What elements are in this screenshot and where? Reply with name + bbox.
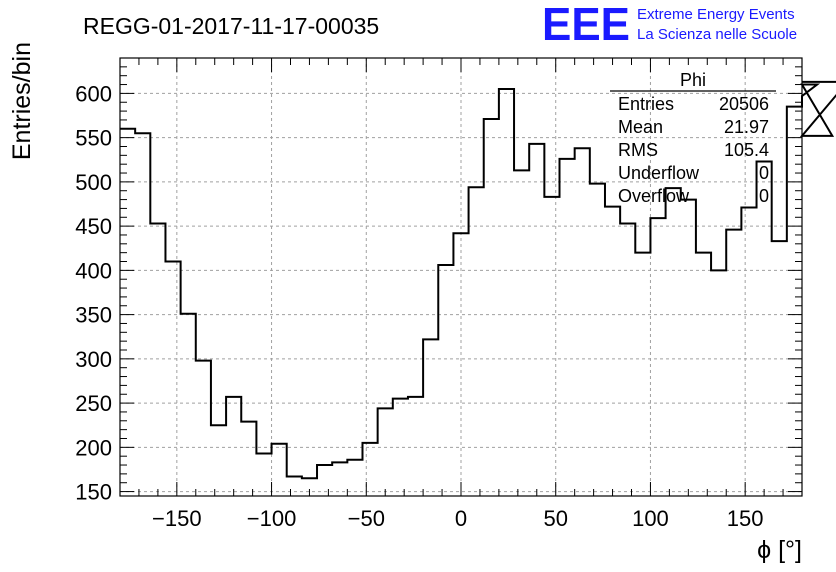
stats-row-label: Underflow [618, 163, 700, 183]
y-tick-label: 150 [75, 480, 112, 505]
y-tick-label: 550 [75, 126, 112, 151]
x-tick-label: −100 [247, 506, 297, 531]
chart-title: REGG-01-2017-11-17-00035 [83, 13, 379, 39]
y-tick-label: 450 [75, 214, 112, 239]
stats-row-value: 21.97 [724, 117, 769, 137]
y-tick-label: 250 [75, 391, 112, 416]
y-tick-label: 300 [75, 347, 112, 372]
x-tick-label: 100 [632, 506, 669, 531]
stats-row-label: Entries [618, 94, 674, 114]
stats-box-name: Phi [680, 70, 706, 90]
axis-ticks [119, 57, 803, 496]
eee-logo-line1: Extreme Energy Events [637, 6, 795, 23]
eee-logo-line2: La Scienza nelle Scuole [637, 26, 797, 43]
stats-row-value: 0 [759, 186, 769, 206]
eee-logo-mark: EEE [542, 0, 630, 50]
stats-row-label: Overflow [618, 186, 690, 206]
stats-row-value: 105.4 [724, 140, 769, 160]
stats-row-label: RMS [618, 140, 658, 160]
stats-box: Phi Entries 20506 Mean 21.97 RMS 105.4 Underfl… [610, 70, 776, 206]
x-tick-label: 0 [455, 506, 467, 531]
y-tick-label: 400 [75, 258, 112, 283]
stats-row-value: 20506 [719, 94, 769, 114]
stats-row-label: Mean [618, 117, 663, 137]
y-tick-label: 600 [75, 81, 112, 106]
plot-frame-group: −150 −100 −50 0 50 100 150 150 200 250 300 350 400 45… [75, 57, 836, 531]
y-tick-label: 500 [75, 170, 112, 195]
eee-logo: EEE Extreme Energy Events La Scienza nel… [542, 0, 797, 50]
x-tick-label: 150 [727, 506, 764, 531]
x-tick-label: −150 [152, 506, 202, 531]
stats-row-value: 0 [759, 163, 769, 183]
y-tick-label: 200 [75, 435, 112, 460]
x-axis-label: ϕ [°] [757, 536, 802, 564]
stats-rows: Entries 20506 Mean 21.97 RMS 105.4 Underflow 0 O… [618, 94, 769, 206]
axis-tick-labels: −150 −100 −50 0 50 100 150 150 200 250 300 350 400 45… [75, 81, 763, 531]
grid-lines [120, 58, 802, 496]
y-tick-label: 350 [75, 303, 112, 328]
x-tick-label: −50 [348, 506, 385, 531]
x-tick-label: 50 [543, 506, 567, 531]
y-axis-label: Entries/bin [8, 42, 36, 160]
histogram-step-line [120, 80, 836, 480]
